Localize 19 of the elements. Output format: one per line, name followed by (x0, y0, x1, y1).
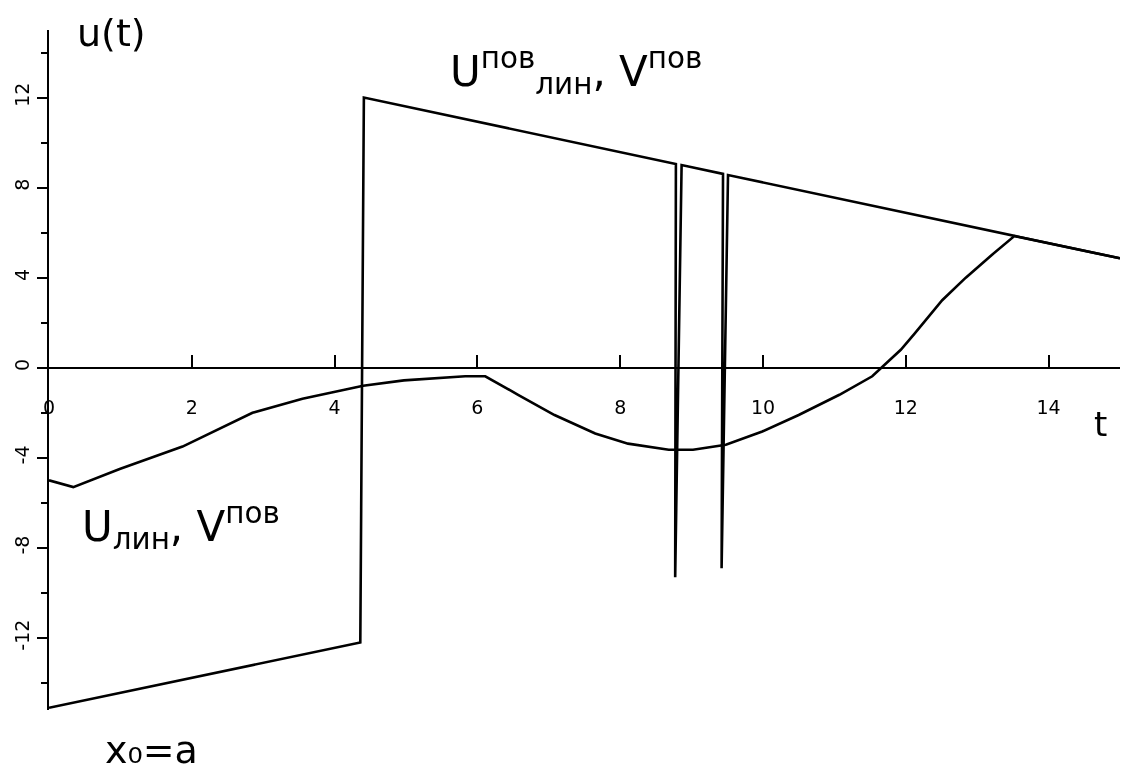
x-axis-title: t (1094, 404, 1108, 444)
y-tick-label: -4 (11, 445, 34, 465)
x-tick-label: 14 (1036, 395, 1061, 418)
x-tick-label: 8 (614, 395, 627, 418)
y-tick-label: -8 (11, 535, 34, 555)
y-tick-label: 0 (11, 358, 34, 371)
y-tick-label: 8 (11, 178, 34, 191)
series-label: U$_{лин}$, V$^{пов}$ (82, 496, 280, 557)
y-axis-title: u(t) (77, 11, 146, 55)
x-tick-label: 10 (750, 395, 776, 418)
x-tick-label: 4 (328, 395, 341, 418)
y-tick-label: 4 (11, 268, 34, 281)
series-label: U$^{пов}$$_{лин}$, V$^{пов}$ (450, 41, 703, 102)
y-tick-label: -12 (11, 619, 34, 651)
x-tick-label: 12 (893, 395, 918, 418)
y-tick-label: 12 (11, 82, 34, 107)
text: x₀=a (105, 728, 198, 772)
x-tick-label: 6 (471, 395, 484, 418)
x-tick-label: 2 (185, 395, 198, 418)
